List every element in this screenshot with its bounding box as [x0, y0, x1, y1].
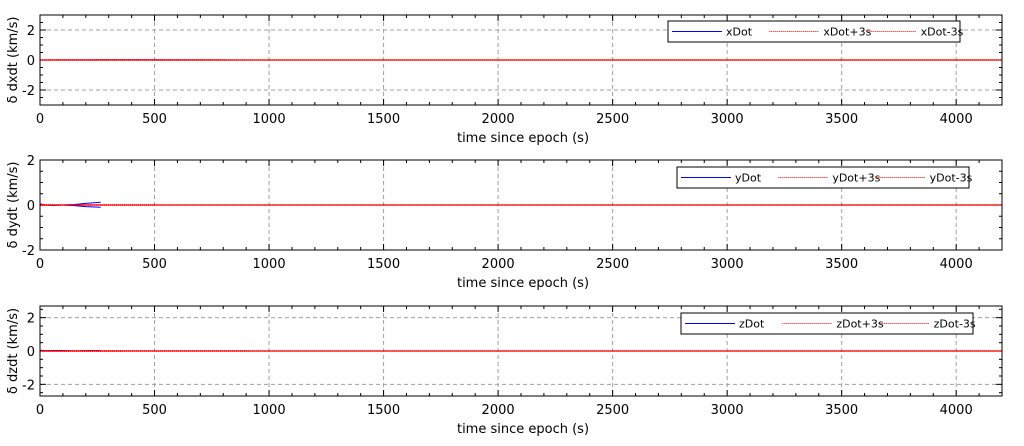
x-tick-label: 2000	[482, 257, 515, 272]
x-tick-label: 1500	[367, 403, 400, 418]
x-tick-label: 2000	[482, 112, 515, 127]
y-axis-label: δ dzdt (km/s)	[6, 308, 21, 394]
x-tick-label: 4000	[940, 112, 973, 127]
y-tick-label: 2	[27, 154, 35, 169]
y-tick-label: -2	[22, 378, 35, 393]
legend-label-yDot: yDot	[735, 172, 762, 185]
x-tick-label: 1500	[367, 257, 400, 272]
x-tick-label: 2500	[596, 112, 629, 127]
legend-label-zDot+3s: zDot+3s	[836, 318, 884, 331]
x-tick-label: 0	[36, 403, 44, 418]
x-tick-label: 2500	[596, 403, 629, 418]
y-tick-label: -2	[22, 244, 35, 259]
x-tick-label: 2000	[482, 403, 515, 418]
legend-label-zDot-3s: zDot-3s	[934, 318, 976, 331]
x-tick-label: 1000	[253, 403, 286, 418]
x-axis-label: time since epoch (s)	[457, 131, 589, 146]
y-tick-label: -2	[22, 84, 35, 99]
x-axis-label: time since epoch (s)	[457, 422, 589, 437]
legend-label-zDot: zDot	[739, 318, 765, 331]
legend: zDot zDot+3s zDot-3s	[681, 313, 976, 334]
x-tick-label: 1000	[253, 257, 286, 272]
x-tick-label: 500	[142, 403, 167, 418]
y-axis-label: δ dxdt (km/s)	[6, 16, 21, 103]
x-tick-label: 3500	[825, 403, 858, 418]
x-tick-label: 3000	[711, 403, 744, 418]
y-tick-label: 2	[27, 24, 35, 39]
legend-label-xDot: xDot	[726, 26, 753, 39]
legend: yDot yDot+3s yDot-3s	[677, 167, 973, 188]
legend-label-xDot-3s: xDot-3s	[921, 26, 964, 39]
x-tick-label: 3000	[711, 112, 744, 127]
x-axis-label: time since epoch (s)	[457, 276, 589, 291]
x-tick-label: 3500	[825, 112, 858, 127]
x-tick-label: 0	[36, 257, 44, 272]
x-tick-label: 500	[142, 112, 167, 127]
x-tick-label: 500	[142, 257, 167, 272]
x-tick-label: 1500	[367, 112, 400, 127]
x-tick-label: 4000	[940, 403, 973, 418]
legend-label-yDot-3s: yDot-3s	[930, 172, 973, 185]
x-tick-label: 3000	[711, 257, 744, 272]
y-tick-label: 0	[27, 54, 35, 69]
legend: xDot xDot+3s xDot-3s	[668, 21, 964, 42]
legend-label-yDot+3s: yDot+3s	[832, 172, 880, 185]
y-tick-label: 0	[27, 345, 35, 360]
x-tick-label: 2500	[596, 257, 629, 272]
y-tick-label: 0	[27, 199, 35, 214]
y-tick-label: 2	[27, 312, 35, 327]
x-tick-label: 4000	[940, 257, 973, 272]
x-tick-label: 3500	[825, 257, 858, 272]
x-tick-label: 1000	[253, 112, 286, 127]
x-tick-label: 0	[36, 112, 44, 127]
legend-label-xDot+3s: xDot+3s	[823, 26, 871, 39]
y-axis-label: δ dydt (km/s)	[6, 161, 21, 248]
